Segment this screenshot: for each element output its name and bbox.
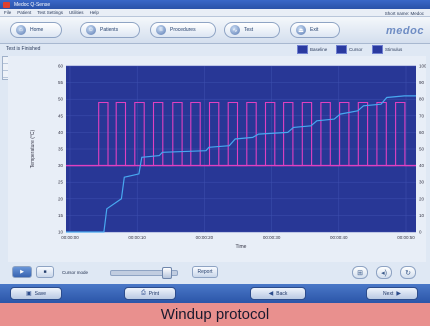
y-tick-label: 45 — [58, 113, 64, 118]
arrow-right-icon: ▶ — [396, 291, 401, 297]
chart-icon: ∿ — [230, 25, 240, 35]
home-icon: ⌂ — [16, 25, 26, 35]
left-axis-ticks: 60 55 50 45 40 35 30 25 20 15 10 — [58, 64, 64, 235]
y-tick-label: 25 — [58, 180, 64, 185]
y-tick-label: 55 — [58, 80, 64, 85]
slider-label: Cursor mode — [62, 270, 89, 275]
legend-swatch — [297, 44, 308, 54]
menu-patient[interactable]: Patient — [17, 10, 32, 15]
menu-file[interactable]: File — [4, 10, 12, 15]
y2-tick-label: 10 — [419, 213, 425, 218]
stimulus-series-line — [66, 101, 416, 167]
menu-bar: File Patient Test Settings Utilities Hel… — [0, 9, 430, 17]
exit-icon: ⏏ — [296, 25, 306, 35]
menu-test-settings[interactable]: Test Settings — [37, 10, 64, 15]
refresh-button[interactable]: ↻ — [400, 266, 416, 279]
user-label: Short name: Medoc — [384, 10, 424, 16]
main-toolbar: ⌂ Home ☺ Patients ≡ Procedures ∿ Test ⏏ … — [0, 17, 430, 44]
tab-home[interactable]: ⌂ Home — [10, 22, 62, 38]
stop-icon: ■ — [43, 269, 47, 275]
report-button[interactable]: Report — [192, 266, 218, 278]
x-tick-label: 00:00:40 — [330, 235, 348, 240]
x-axis-label: Time — [236, 244, 247, 250]
y2-tick-label: 50 — [419, 147, 425, 152]
zoom-icon: ⊞ — [357, 269, 363, 277]
medoc-logo: medoc — [386, 25, 424, 37]
legend-stimulus[interactable]: Stimulus — [372, 44, 402, 54]
y2-tick-label: 40 — [419, 163, 425, 168]
stop-button[interactable]: ■ — [36, 266, 54, 278]
y2-tick-label: 100 — [419, 64, 426, 69]
legend-swatch — [372, 44, 383, 54]
legend-baseline[interactable]: Baseline — [297, 44, 327, 54]
y2-tick-label: 20 — [419, 196, 425, 201]
y2-tick-label: 60 — [419, 130, 425, 135]
rating-series-line — [66, 95, 416, 233]
menu-help[interactable]: Help — [89, 10, 99, 15]
y-tick-label: 40 — [58, 130, 64, 135]
arrow-left-icon: ◀ — [268, 291, 274, 297]
menu-utilities[interactable]: Utilities — [69, 10, 84, 15]
title-bar: Medoc Q-Sense — [0, 0, 430, 9]
grid-lines — [66, 65, 416, 233]
x-tick-label: 00:00:30 — [263, 235, 281, 240]
panel-title: Test is Finished — [6, 46, 41, 52]
y-tick-label: 10 — [58, 230, 64, 235]
zoom-in-icon[interactable] — [3, 57, 10, 64]
y2-tick-label: 90 — [419, 80, 425, 85]
y-tick-label: 50 — [58, 97, 64, 102]
figure-caption: Windup protocol — [0, 303, 430, 326]
y-tick-label: 15 — [58, 213, 64, 218]
y2-tick-label: 0 — [419, 230, 422, 235]
y-tick-label: 60 — [58, 64, 64, 69]
sound-icon: ◂) — [381, 269, 387, 277]
save-button[interactable]: ▣ Save — [10, 287, 62, 300]
y2-tick-label: 80 — [419, 97, 425, 102]
play-icon: ▶ — [20, 269, 24, 275]
tab-test[interactable]: ∿ Test — [224, 22, 280, 38]
refresh-icon: ↻ — [405, 269, 411, 277]
legend-cursor[interactable]: Cursor — [336, 44, 363, 54]
legend-swatch — [336, 44, 347, 54]
control-bar: ▶ ■ Cursor mode Report ⊞ ◂) ↻ — [0, 262, 430, 284]
navigation-bar: ▣ Save ⎙ Print ◀ Back Next ▶ — [0, 284, 430, 303]
print-icon: ⎙ — [140, 290, 146, 296]
print-button[interactable]: ⎙ Print — [124, 287, 176, 300]
x-tick-label: 00:00:20 — [196, 235, 214, 240]
y-tick-label: 30 — [58, 163, 64, 168]
pan-icon[interactable] — [3, 71, 10, 78]
play-button[interactable]: ▶ — [12, 266, 32, 278]
y-tick-label: 35 — [58, 147, 64, 152]
x-tick-label: 00:00:10 — [128, 235, 146, 240]
save-icon: ▣ — [25, 291, 32, 297]
x-axis-ticks: 00:00:00 00:00:10 00:00:20 00:00:30 00:00:40… — [61, 235, 415, 240]
tab-exit[interactable]: ⏏ Exit — [290, 22, 340, 38]
zoom-button[interactable]: ⊞ — [352, 266, 368, 279]
x-tick-label: 00:00:50 — [397, 235, 415, 240]
zoom-out-icon[interactable] — [3, 64, 10, 71]
sound-button[interactable]: ◂) — [376, 266, 392, 279]
app-icon — [3, 1, 10, 8]
user-icon: ☺ — [86, 25, 96, 35]
cursor-slider-thumb[interactable] — [162, 267, 172, 279]
y-axis-label: Temperature (°C) — [30, 129, 36, 168]
y2-tick-label: 30 — [419, 180, 425, 185]
tab-patients[interactable]: ☺ Patients — [80, 22, 140, 38]
tab-procedures[interactable]: ≡ Procedures — [150, 22, 216, 38]
window-title: Medoc Q-Sense — [14, 1, 51, 8]
x-tick-label: 00:00:00 — [61, 235, 79, 240]
y-tick-label: 20 — [58, 196, 64, 201]
y2-tick-label: 70 — [419, 113, 425, 118]
list-icon: ≡ — [156, 25, 166, 35]
back-button[interactable]: ◀ Back — [250, 287, 306, 300]
cursor-slider-track[interactable] — [110, 270, 178, 276]
next-button[interactable]: Next ▶ — [366, 287, 418, 300]
panel-header: Test is Finished Baseline Cursor Stimulu… — [0, 43, 430, 56]
